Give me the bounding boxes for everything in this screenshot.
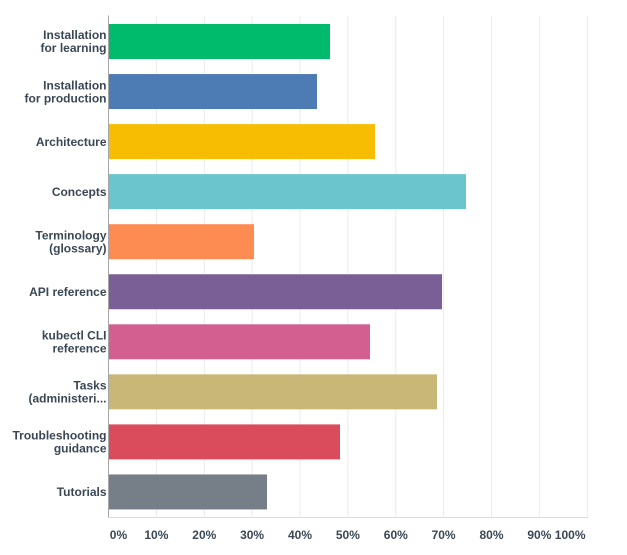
svg-text:for learning: for learning	[40, 41, 106, 55]
svg-text:0%: 0%	[110, 528, 128, 542]
svg-text:Architecture: Architecture	[36, 135, 107, 149]
svg-text:(administeri...: (administeri...	[28, 392, 106, 406]
svg-text:Troubleshooting: Troubleshooting	[13, 429, 107, 443]
svg-text:70%: 70%	[432, 528, 456, 542]
svg-text:50%: 50%	[336, 528, 360, 542]
svg-text:10%: 10%	[144, 528, 168, 542]
svg-text:(glossary): (glossary)	[49, 241, 106, 255]
svg-text:Installation: Installation	[43, 28, 106, 42]
svg-text:Concepts: Concepts	[52, 185, 107, 199]
svg-text:90%: 90%	[527, 528, 551, 542]
svg-text:Installation: Installation	[43, 78, 106, 92]
svg-text:API reference: API reference	[29, 285, 107, 299]
svg-text:30%: 30%	[240, 528, 264, 542]
svg-text:kubectl CLI: kubectl CLI	[42, 329, 107, 343]
svg-text:Terminology: Terminology	[35, 228, 106, 242]
svg-text:reference: reference	[52, 342, 106, 356]
svg-text:20%: 20%	[192, 528, 216, 542]
svg-text:for production: for production	[25, 91, 107, 105]
svg-text:Tasks: Tasks	[73, 379, 106, 393]
svg-text:Tutorials: Tutorials	[57, 485, 107, 499]
svg-text:100%: 100%	[555, 528, 586, 542]
svg-text:guidance: guidance	[54, 442, 107, 456]
svg-text:60%: 60%	[384, 528, 408, 542]
svg-text:80%: 80%	[479, 528, 503, 542]
svg-text:40%: 40%	[288, 528, 312, 542]
